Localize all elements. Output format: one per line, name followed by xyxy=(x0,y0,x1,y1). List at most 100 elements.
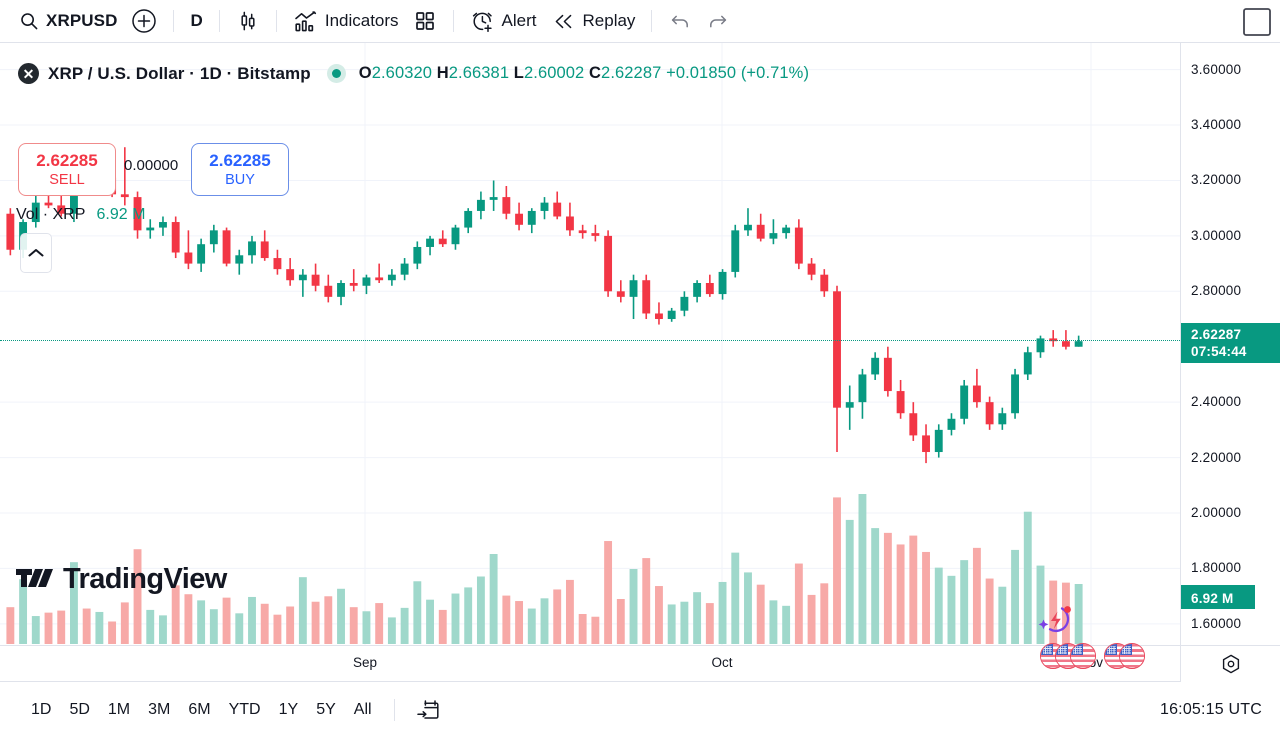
economic-event-markers-group-1[interactable] xyxy=(1040,643,1096,669)
ohlc-c-val: 2.62287 xyxy=(601,64,662,82)
range-button-1m[interactable]: 1M xyxy=(107,701,131,718)
symbol-search-button[interactable]: XRPUSD xyxy=(12,5,124,37)
volume-legend-value: 6.92 M xyxy=(96,206,146,223)
ohlc-l-val: 2.60002 xyxy=(523,64,585,82)
replay-label: Replay xyxy=(582,11,636,30)
price-axis-label: 1.80000 xyxy=(1191,560,1242,576)
chevron-up-icon xyxy=(27,247,45,259)
goto-date-button[interactable] xyxy=(408,694,448,726)
xrp-symbol-icon: ✕ xyxy=(18,63,39,84)
toolbar-divider xyxy=(173,10,175,32)
range-button-5y[interactable]: 5Y xyxy=(316,701,336,718)
alert-label: Alert xyxy=(501,11,537,30)
sell-price: 2.62285 xyxy=(36,151,98,170)
price-axis-label: 2.20000 xyxy=(1191,449,1242,465)
grid-layout-icon xyxy=(413,9,437,33)
economic-event-markers-group-2[interactable] xyxy=(1104,643,1145,669)
goto-date-calendar-icon xyxy=(415,697,441,723)
ohlc-o-val: 2.60320 xyxy=(371,64,433,82)
sell-button[interactable]: 2.62285 SELL xyxy=(18,143,116,197)
rewind-icon xyxy=(551,9,576,34)
range-button-1y[interactable]: 1Y xyxy=(278,701,299,718)
replay-button[interactable]: Replay xyxy=(544,5,643,37)
ohlc-values: O2.60320 H2.66381 L2.60002 C2.62287 +0.0… xyxy=(359,64,809,83)
price-axis-label: 3.00000 xyxy=(1191,227,1242,243)
toolbar-divider xyxy=(218,10,220,32)
chart-pane[interactable] xyxy=(0,43,1180,682)
undo-button[interactable] xyxy=(661,5,699,37)
buy-price: 2.62285 xyxy=(209,151,271,170)
ohlc-h-key: H xyxy=(436,64,449,82)
price-axis-label: 2.80000 xyxy=(1191,283,1242,299)
redo-arrow-icon xyxy=(706,9,730,33)
range-button-6m[interactable]: 6M xyxy=(188,701,211,718)
interval-button[interactable]: D xyxy=(183,5,209,37)
range-button-all[interactable]: All xyxy=(353,701,372,718)
fullscreen-square-icon xyxy=(1241,6,1271,36)
alert-button[interactable]: Alert xyxy=(463,5,544,37)
buy-label: BUY xyxy=(225,171,255,188)
plus-circle-icon xyxy=(131,8,157,34)
toolbar-divider xyxy=(275,10,277,32)
chart-settings-button[interactable] xyxy=(1180,645,1280,681)
range-button-ytd[interactable]: YTD xyxy=(228,701,261,718)
fullscreen-button[interactable] xyxy=(1234,5,1278,37)
indicators-button[interactable]: Indicators xyxy=(286,5,406,37)
price-axis-label: 2.40000 xyxy=(1191,394,1242,410)
indicators-chart-icon xyxy=(293,9,318,34)
ai-sparkle-icon xyxy=(1032,603,1074,639)
redo-button[interactable] xyxy=(699,5,737,37)
ohlc-c-key: C xyxy=(589,64,602,82)
indicators-label: Indicators xyxy=(324,11,399,30)
bottom-bar: 1D 5D 1M 3M 6M YTD 1Y 5Y All 16:05:15 UTC xyxy=(0,682,1280,738)
buy-button[interactable]: 2.62285 BUY xyxy=(191,143,289,197)
sell-label: SELL xyxy=(49,171,85,188)
us-flag-event-icon xyxy=(1119,643,1145,669)
chart-legend[interactable]: ✕ XRP / U.S. Dollar · 1D · Bitstamp O2.6… xyxy=(18,63,809,84)
ohlc-change: +0.01850 (+0.71%) xyxy=(666,64,810,82)
candlestick-plot xyxy=(0,43,1180,646)
range-button-1d[interactable]: 1D xyxy=(31,701,52,718)
top-toolbar: XRPUSD D xyxy=(0,0,1280,43)
collapse-pane-button[interactable] xyxy=(20,233,52,273)
interval-label: D xyxy=(190,11,203,30)
layout-button[interactable] xyxy=(406,5,444,37)
volume-value-tag[interactable]: 6.92 M xyxy=(1181,584,1255,609)
chart-area[interactable]: ✕ XRP / U.S. Dollar · 1D · Bitstamp O2.6… xyxy=(0,43,1280,682)
toolbar-divider xyxy=(651,10,653,32)
volume-legend-title: Vol · XRP xyxy=(16,206,86,223)
alarm-clock-plus-icon xyxy=(470,9,495,34)
price-axis-label: 3.40000 xyxy=(1191,117,1242,133)
price-axis-label: 3.20000 xyxy=(1191,172,1242,188)
ohlc-o-key: O xyxy=(358,64,372,82)
current-price-value: 2.62287 xyxy=(1191,327,1242,343)
ai-insight-button[interactable] xyxy=(1032,603,1074,639)
current-price-line xyxy=(0,340,1180,342)
add-symbol-button[interactable] xyxy=(124,5,164,37)
range-button-3m[interactable]: 3M xyxy=(148,701,171,718)
volume-legend[interactable]: Vol · XRP 6.92 M xyxy=(16,206,145,224)
price-axis-label: 1.60000 xyxy=(1191,615,1242,631)
time-axis-label: Oct xyxy=(711,655,733,670)
range-buttons: 1D 5D 1M 3M 6M YTD 1Y 5Y All xyxy=(22,696,381,724)
spread-value: 0.00000 xyxy=(124,157,179,174)
chart-settings-hex-icon xyxy=(1219,652,1243,676)
undo-arrow-icon xyxy=(668,9,692,33)
bottom-divider xyxy=(393,699,395,721)
chart-style-button[interactable] xyxy=(229,5,267,37)
price-axis-label: 3.60000 xyxy=(1191,61,1242,77)
ohlc-l-key: L xyxy=(513,64,524,82)
price-axis[interactable]: 3.60000 3.40000 3.20000 3.00000 2.80000 2.400… xyxy=(1180,43,1280,682)
range-button-5d[interactable]: 5D xyxy=(69,701,90,718)
symbol-label: XRPUSD xyxy=(46,11,118,30)
bar-countdown: 07:54:44 xyxy=(1191,344,1247,360)
us-flag-event-icon xyxy=(1070,643,1096,669)
time-axis-label: Sep xyxy=(352,655,378,670)
current-price-tag[interactable]: 2.62287 07:54:44 xyxy=(1181,323,1280,364)
legend-title: XRP / U.S. Dollar · 1D · Bitstamp xyxy=(48,63,311,83)
ohlc-h-val: 2.66381 xyxy=(448,64,510,82)
clock-utc: 16:05:15 UTC xyxy=(1159,701,1262,718)
price-axis-label: 2.00000 xyxy=(1191,504,1242,520)
time-axis[interactable]: SepOctNov xyxy=(0,645,1180,681)
